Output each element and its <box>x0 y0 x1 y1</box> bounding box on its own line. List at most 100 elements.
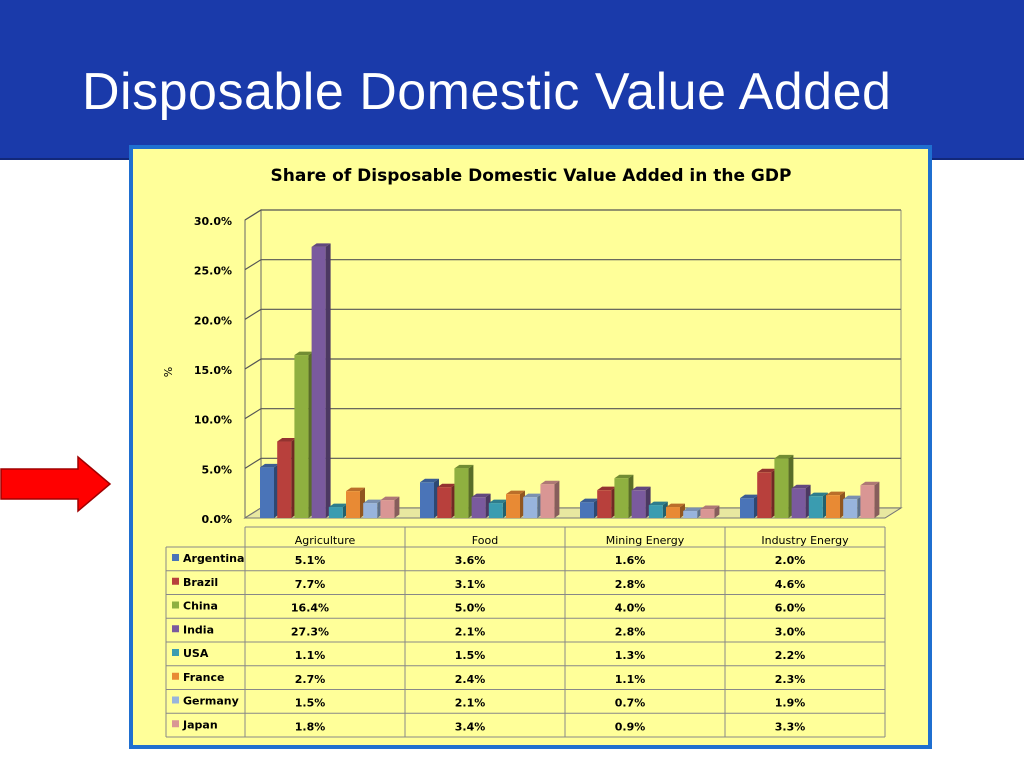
bar-top <box>700 505 720 510</box>
bar-top <box>757 468 777 473</box>
data-label: 2.1% <box>455 697 486 710</box>
bar-top <box>666 503 685 508</box>
slide-title: Disposable Domestic Value Added <box>82 63 892 121</box>
bar-top <box>277 438 297 442</box>
bar-top <box>454 464 474 469</box>
data-label: 5.1% <box>295 554 326 567</box>
x-tick-label: Mining Energy <box>606 534 685 547</box>
legend-label: China <box>183 600 218 613</box>
data-label: 1.1% <box>295 649 326 662</box>
bar-side <box>874 481 880 518</box>
legend-swatch <box>172 601 179 609</box>
bar <box>631 490 646 518</box>
data-label: 5.0% <box>455 602 486 615</box>
data-label: 2.8% <box>615 625 646 638</box>
data-label: 2.7% <box>295 673 326 686</box>
data-label: 3.3% <box>775 720 806 733</box>
legend-swatch <box>172 720 179 728</box>
bar-top <box>437 483 457 488</box>
bar <box>808 496 823 518</box>
legend-label: India <box>183 623 214 636</box>
bar <box>488 503 503 518</box>
bar <box>860 485 875 518</box>
bar <box>648 505 663 518</box>
bar-top <box>328 503 348 508</box>
legend-label: Brazil <box>183 576 218 589</box>
bar <box>700 509 715 518</box>
legend-swatch <box>172 625 179 633</box>
bar <box>740 498 754 518</box>
bar <box>683 511 698 518</box>
red-arrow-icon <box>0 455 112 513</box>
data-label: 3.1% <box>455 578 486 591</box>
data-label: 1.1% <box>615 673 646 686</box>
bar-top <box>683 507 703 512</box>
bar <box>311 246 326 518</box>
bar-top <box>826 491 845 496</box>
bar <box>328 507 343 518</box>
data-label: 1.6% <box>615 554 646 567</box>
data-label: 0.7% <box>615 697 646 710</box>
bar-top <box>506 490 525 495</box>
bar <box>420 482 434 518</box>
bar <box>580 502 594 518</box>
y-tick-label: 25.0% <box>194 265 232 278</box>
legend-label: Japan <box>182 718 218 731</box>
bar-top <box>631 486 651 491</box>
bar <box>471 497 486 518</box>
title-band: Disposable Domestic Value Added <box>0 0 1024 160</box>
bar-top <box>597 486 617 491</box>
legend-swatch <box>172 577 179 585</box>
bar-side <box>554 480 560 518</box>
bar-top <box>740 494 759 499</box>
bar-top <box>311 243 331 247</box>
bar <box>614 478 629 518</box>
data-label: 1.5% <box>295 697 326 710</box>
bar-top <box>471 493 491 498</box>
bar-top <box>488 499 508 504</box>
gridline <box>244 259 901 271</box>
x-tick-label: Agriculture <box>295 534 356 547</box>
x-tick-label: Industry Energy <box>761 534 849 547</box>
legend-label: France <box>183 671 224 684</box>
bar-top <box>580 498 599 503</box>
data-label: 2.3% <box>775 673 806 686</box>
bar-top <box>294 351 314 356</box>
bar <box>506 494 520 518</box>
bar-top <box>540 480 560 485</box>
data-label: 3.6% <box>455 554 486 567</box>
data-label: 1.9% <box>775 697 806 710</box>
gridline <box>244 209 901 221</box>
bar-top <box>346 487 365 492</box>
data-label: 1.8% <box>295 720 326 733</box>
gridline <box>244 308 901 320</box>
bar-top <box>860 481 880 486</box>
bar-top <box>614 474 634 479</box>
data-label: 2.0% <box>775 554 806 567</box>
data-label: 4.6% <box>775 578 806 591</box>
y-tick-label: 30.0% <box>194 215 232 228</box>
bar-top <box>380 496 400 501</box>
bar-side <box>325 243 331 518</box>
data-label: 2.2% <box>775 649 806 662</box>
bar-side <box>394 496 400 518</box>
data-label: 16.4% <box>291 602 329 615</box>
bar <box>346 491 360 518</box>
bar-top <box>363 499 383 504</box>
bar <box>380 500 395 518</box>
y-tick-label: 5.0% <box>201 463 232 476</box>
gridline <box>244 408 901 420</box>
chart-frame <box>129 145 932 749</box>
y-tick-label: 20.0% <box>194 314 232 327</box>
bar <box>540 484 555 518</box>
data-label: 2.4% <box>455 673 486 686</box>
data-label: 4.0% <box>615 602 646 615</box>
bar <box>437 487 452 518</box>
bar <box>523 497 538 518</box>
bar <box>277 441 292 518</box>
bar-top <box>260 463 279 468</box>
data-label: 0.9% <box>615 720 646 733</box>
legend-label: USA <box>183 647 209 660</box>
data-label: 2.1% <box>455 625 486 638</box>
bar <box>843 499 858 518</box>
